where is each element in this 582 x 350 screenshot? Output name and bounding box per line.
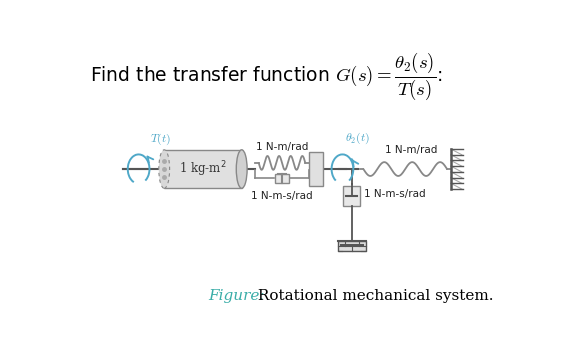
Text: 1 N-m-s/rad: 1 N-m-s/rad [364,189,426,199]
Bar [275,174,289,183]
Text: $\theta_2(t)$: $\theta_2(t)$ [345,131,370,146]
Ellipse shape [236,150,247,188]
Text: Find the transfer function $G(s) = \dfrac{\theta_2(s)}{T(s)}$:: Find the transfer function $G(s) = \dfra… [90,51,442,103]
Text: $T(t)$: $T(t)$ [150,132,172,147]
Text: 1 N-m/rad: 1 N-m/rad [385,145,438,155]
Text: 1 N-m-s/rad: 1 N-m-s/rad [251,191,313,201]
Ellipse shape [159,150,169,188]
Bar [164,150,242,188]
Text: 1 N-m/rad: 1 N-m/rad [256,142,308,152]
Text: Rotational mechanical system.: Rotational mechanical system. [253,289,493,303]
Text: 1 kg-m$^2$: 1 kg-m$^2$ [179,159,227,179]
Bar [309,152,323,186]
Text: Figure:: Figure: [208,289,265,303]
Bar [338,241,365,251]
Bar [343,186,360,206]
